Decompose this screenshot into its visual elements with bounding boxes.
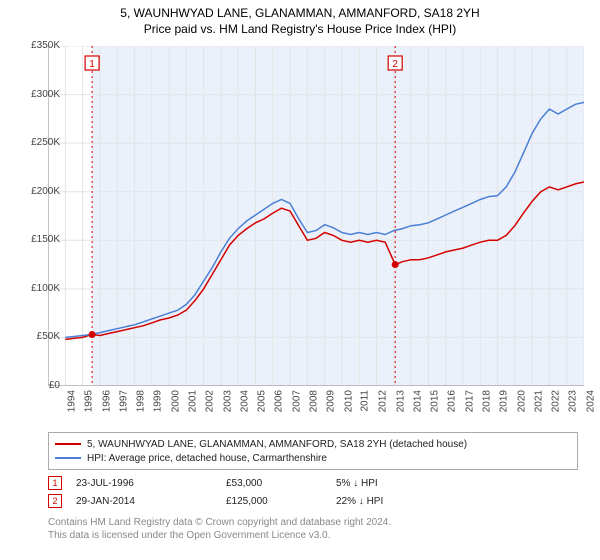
address-title: 5, WAUNHWYAD LANE, GLANAMMAN, AMMANFORD,…: [0, 6, 600, 20]
legend-row: HPI: Average price, detached house, Carm…: [55, 451, 571, 465]
y-tick-label: £200K: [16, 186, 60, 197]
legend-row: 5, WAUNHWYAD LANE, GLANAMMAN, AMMANFORD,…: [55, 437, 571, 451]
footnote-line: Contains HM Land Registry data © Crown c…: [48, 516, 391, 529]
marker-date: 23-JUL-1996: [76, 478, 226, 489]
x-tick-label: 2016: [447, 390, 458, 412]
x-tick-label: 2022: [550, 390, 561, 412]
y-tick-label: £50K: [16, 331, 60, 342]
x-tick-label: 2004: [239, 390, 250, 412]
x-tick-label: 2007: [291, 390, 302, 412]
x-tick-label: 2020: [516, 390, 527, 412]
marker-date: 29-JAN-2014: [76, 496, 226, 507]
footnote: Contains HM Land Registry data © Crown c…: [48, 516, 391, 542]
chart-area: 12: [48, 46, 584, 386]
marker-pct: 22% ↓ HPI: [336, 496, 456, 507]
marker-pct: 5% ↓ HPI: [336, 478, 456, 489]
marker-table: 1 23-JUL-1996 £53,000 5% ↓ HPI 2 29-JAN-…: [48, 474, 456, 510]
x-tick-label: 1995: [84, 390, 95, 412]
x-tick-label: 2003: [222, 390, 233, 412]
legend-label: HPI: Average price, detached house, Carm…: [87, 453, 327, 464]
x-tick-label: 2017: [464, 390, 475, 412]
x-tick-label: 2013: [395, 390, 406, 412]
marker-row: 2 29-JAN-2014 £125,000 22% ↓ HPI: [48, 492, 456, 510]
x-tick-label: 2014: [412, 390, 423, 412]
x-tick-label: 2024: [585, 390, 596, 412]
x-tick-label: 2010: [343, 390, 354, 412]
svg-text:2: 2: [392, 59, 398, 70]
x-tick-label: 2019: [499, 390, 510, 412]
x-tick-label: 2018: [481, 390, 492, 412]
x-tick-label: 2009: [326, 390, 337, 412]
y-tick-label: £100K: [16, 283, 60, 294]
chart-container: 5, WAUNHWYAD LANE, GLANAMMAN, AMMANFORD,…: [0, 0, 600, 560]
svg-text:1: 1: [89, 59, 95, 70]
x-tick-label: 2008: [308, 390, 319, 412]
x-tick-label: 1997: [118, 390, 129, 412]
x-tick-label: 2021: [533, 390, 544, 412]
x-tick-label: 2006: [274, 390, 285, 412]
marker-badge: 1: [48, 476, 62, 490]
titles: 5, WAUNHWYAD LANE, GLANAMMAN, AMMANFORD,…: [0, 0, 600, 36]
footnote-line: This data is licensed under the Open Gov…: [48, 529, 391, 542]
legend-swatch: [55, 457, 81, 459]
x-tick-label: 2002: [205, 390, 216, 412]
x-tick-label: 1999: [153, 390, 164, 412]
line-chart-svg: 12: [48, 46, 584, 386]
legend-swatch: [55, 443, 81, 445]
x-tick-label: 1998: [135, 390, 146, 412]
x-tick-label: 2005: [256, 390, 267, 412]
x-tick-label: 2001: [187, 390, 198, 412]
y-tick-label: £250K: [16, 137, 60, 148]
x-tick-label: 2012: [377, 390, 388, 412]
marker-price: £125,000: [226, 496, 336, 507]
marker-badge: 2: [48, 494, 62, 508]
x-tick-label: 2000: [170, 390, 181, 412]
x-tick-label: 2023: [568, 390, 579, 412]
marker-price: £53,000: [226, 478, 336, 489]
legend: 5, WAUNHWYAD LANE, GLANAMMAN, AMMANFORD,…: [48, 432, 578, 470]
x-tick-label: 1996: [101, 390, 112, 412]
x-tick-label: 1994: [66, 390, 77, 412]
marker-row: 1 23-JUL-1996 £53,000 5% ↓ HPI: [48, 474, 456, 492]
y-tick-label: £150K: [16, 234, 60, 245]
y-tick-label: £300K: [16, 89, 60, 100]
y-tick-label: £0: [16, 380, 60, 391]
subtitle: Price paid vs. HM Land Registry's House …: [0, 22, 600, 36]
x-tick-label: 2011: [359, 390, 370, 412]
legend-label: 5, WAUNHWYAD LANE, GLANAMMAN, AMMANFORD,…: [87, 439, 467, 450]
x-tick-label: 2015: [429, 390, 440, 412]
y-tick-label: £350K: [16, 40, 60, 51]
